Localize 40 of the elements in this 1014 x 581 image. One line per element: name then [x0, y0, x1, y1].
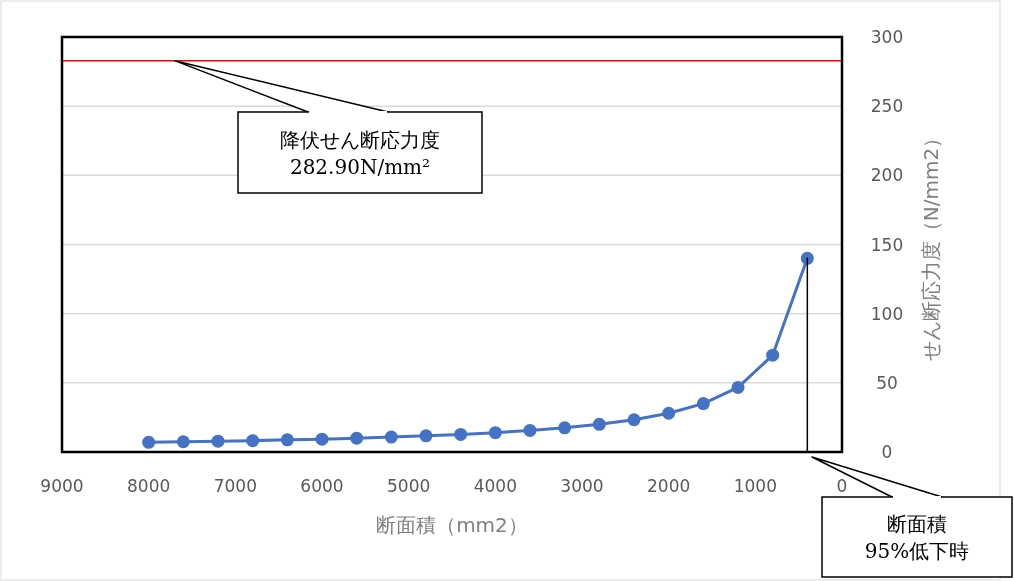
y-tick-label: 50 — [876, 372, 898, 393]
x-tick-label: 7000 — [213, 476, 257, 496]
point — [558, 421, 572, 435]
x-tick-label: 9000 — [40, 476, 84, 496]
y-axis-title: せん断応力度（N/mm2） — [919, 127, 943, 362]
y-tick-label: 200 — [870, 165, 904, 186]
x-tick-label: 2000 — [647, 476, 691, 496]
annotation: 降伏せん断応力度 282.90N/mm² — [280, 127, 440, 179]
x-tick-label: 3000 — [560, 476, 604, 496]
point — [454, 427, 468, 441]
x-tick-label: 5000 — [387, 476, 431, 496]
x-tick-label: 0 — [836, 476, 848, 496]
y-tick-label: 150 — [870, 234, 904, 255]
point — [696, 397, 710, 411]
x-tick-label: 6000 — [300, 476, 344, 496]
y-tick-label: 100 — [870, 303, 904, 324]
point — [592, 417, 606, 431]
point — [766, 348, 780, 362]
point — [246, 434, 260, 448]
point — [627, 413, 641, 427]
point — [176, 435, 190, 449]
y-tick-label: 0 — [881, 442, 893, 462]
point — [384, 430, 398, 444]
point — [211, 434, 225, 448]
point — [419, 429, 433, 443]
x-tick-label: 4000 — [473, 476, 517, 496]
y-tick-label: 250 — [870, 96, 904, 117]
x-tick-label: 8000 — [127, 476, 171, 496]
point — [315, 432, 329, 446]
point — [731, 380, 745, 394]
point — [488, 426, 502, 440]
point — [280, 433, 294, 447]
point — [523, 423, 537, 437]
y-tick-label: 300 — [870, 27, 904, 47]
point — [800, 251, 814, 265]
x-tick-label: 1000 — [733, 476, 777, 496]
point — [662, 406, 676, 420]
point — [142, 435, 156, 449]
point — [350, 431, 364, 445]
x-axis-title: 断面積（mm2） — [376, 513, 528, 537]
